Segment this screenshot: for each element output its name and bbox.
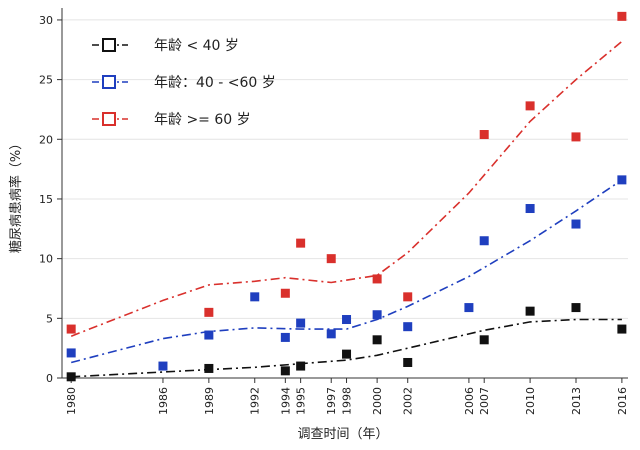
trend-lines (70, 40, 623, 378)
point-series-3 (372, 274, 382, 284)
trend-line-series-1 (71, 318, 622, 378)
x-tick-label: 1997 (325, 387, 338, 415)
legend: 年龄 < 40 岁年龄：40 - <60 岁年龄 >= 60 岁 (92, 38, 276, 128)
point-series-1 (342, 349, 352, 359)
point-series-1 (280, 366, 290, 376)
y-tick-label: 10 (39, 253, 53, 266)
x-tick-label: 2006 (463, 387, 476, 415)
y-tick-label: 5 (46, 312, 53, 325)
x-tick-label: 1986 (157, 387, 170, 415)
trend-line-series-2 (70, 179, 623, 364)
point-series-1 (617, 324, 627, 334)
x-tick-label: 2016 (616, 387, 629, 415)
x-tick-label: 2007 (478, 387, 491, 415)
point-series-3 (617, 11, 627, 21)
point-series-1 (66, 372, 76, 382)
point-series-1 (525, 306, 535, 316)
point-series-1 (372, 335, 382, 345)
point-series-2 (158, 361, 168, 371)
point-series-3 (66, 324, 76, 334)
x-tick-label: 2010 (524, 387, 537, 415)
point-series-2 (296, 318, 306, 328)
axes-layer: 0 5 10 15 20 25 30 1980 1986 1989 1992 1994 1995 1997… (39, 8, 629, 415)
y-axis-title: 糖尿病患病率（%） (8, 137, 24, 253)
point-series-3 (326, 254, 336, 264)
legend-label-series-3: 年龄 >= 60 岁 (154, 112, 251, 128)
point-series-2 (250, 292, 260, 302)
point-series-2 (372, 310, 382, 320)
point-series-2 (525, 204, 535, 214)
point-series-1 (571, 303, 581, 313)
point-series-2 (403, 322, 413, 332)
point-series-3 (571, 132, 581, 142)
x-tick-label: 1980 (65, 387, 78, 415)
point-series-3 (403, 292, 413, 302)
x-tick-label: 1994 (279, 387, 292, 415)
point-series-3 (280, 288, 290, 298)
point-series-2 (326, 329, 336, 339)
point-series-2 (464, 303, 474, 313)
y-tick-label: 20 (39, 133, 53, 146)
y-tick-label: 15 (39, 193, 53, 206)
point-series-2 (571, 219, 581, 229)
point-series-3 (479, 130, 489, 140)
point-series-2 (204, 330, 214, 340)
point-series-3 (296, 238, 306, 248)
x-tick-label: 2002 (402, 387, 415, 415)
legend-marker-series-2 (102, 75, 116, 89)
point-series-2 (479, 236, 489, 246)
point-series-3 (204, 307, 214, 317)
point-series-3 (525, 101, 535, 111)
x-tick-label: 2000 (371, 387, 384, 415)
x-axis-title: 调查时间（年） (297, 427, 388, 442)
grid-layer (62, 19, 628, 379)
legend-marker-series-3 (102, 112, 116, 126)
point-series-2 (617, 175, 627, 185)
data-points (66, 11, 627, 382)
legend-marker-series-1 (102, 38, 116, 52)
x-tick-label: 2013 (570, 387, 583, 415)
point-series-2 (66, 348, 76, 358)
x-tick-label: 1992 (249, 387, 262, 415)
point-series-1 (296, 361, 306, 371)
x-tick-label: 1995 (295, 387, 308, 415)
point-series-1 (204, 363, 214, 373)
x-tick-label: 1989 (203, 387, 216, 415)
y-tick-label: 30 (39, 14, 53, 27)
point-series-2 (280, 332, 290, 342)
y-tick-label: 25 (39, 74, 53, 87)
legend-label-series-1: 年龄 < 40 岁 (154, 38, 239, 54)
point-series-2 (342, 315, 352, 325)
x-tick-label: 1998 (341, 387, 354, 415)
point-series-1 (479, 335, 489, 345)
y-tick-label: 0 (46, 372, 53, 385)
trend-line-series-3 (70, 40, 623, 337)
point-series-1 (403, 357, 413, 367)
legend-label-series-2: 年龄：40 - <60 岁 (154, 75, 276, 91)
